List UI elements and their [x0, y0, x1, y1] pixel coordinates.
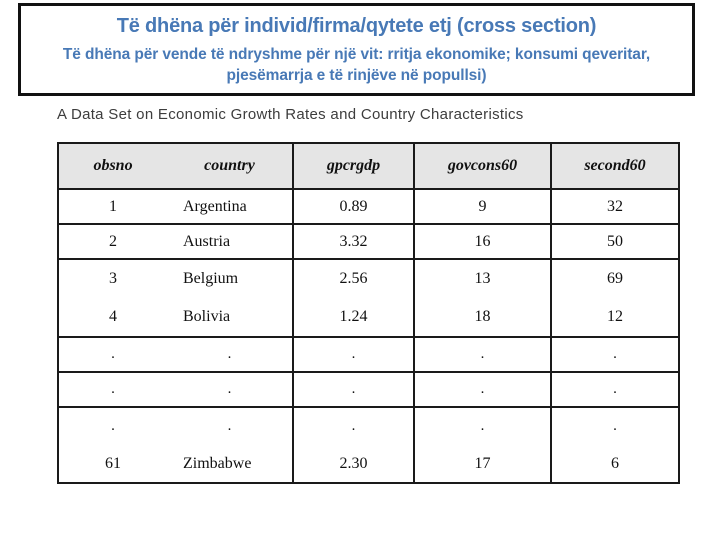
- cell-second60: 12: [607, 308, 623, 325]
- cell-govcons60: 13: [415, 260, 552, 298]
- cell-govcons60: .: [415, 408, 552, 445]
- cell-obsno: 1: [109, 197, 117, 215]
- cell-obsno: .: [111, 346, 115, 362]
- cell-obsno: 4: [109, 308, 117, 325]
- cell-country: .: [167, 373, 294, 406]
- cell-obsno: .: [111, 381, 115, 397]
- cell-govcons60: 17: [415, 445, 552, 482]
- header-cell-second60: second60: [584, 157, 646, 174]
- cell-obsno: 3: [109, 270, 117, 287]
- table-row: 61 Zimbabwe 2.30 17 6: [59, 445, 678, 482]
- cell-country: Bolivia: [167, 298, 294, 336]
- cell-second60: 50: [607, 232, 623, 250]
- table-section: . . . . .: [59, 373, 678, 408]
- subtitle-line: pjesëmarrja e të rinjëve në popullsi): [226, 67, 487, 84]
- table-section: . . . . .: [59, 338, 678, 373]
- cell-gpcrgdp: .: [294, 373, 415, 406]
- cell-obsno: 61: [105, 454, 121, 472]
- subtitle-line: Të dhëna për vende të ndryshme për një v…: [62, 46, 651, 63]
- cell-second60: 69: [607, 270, 623, 287]
- table-row-ellipsis: . . . . .: [59, 338, 678, 371]
- table-row-ellipsis: . . . . .: [59, 373, 678, 406]
- cell-govcons60: 18: [415, 298, 552, 336]
- cell-second60: 32: [607, 197, 623, 215]
- cell-country: .: [167, 408, 294, 445]
- cell-second60: .: [613, 418, 617, 434]
- cell-country: Austria: [167, 225, 294, 258]
- table-row: 2 Austria 3.32 16 50: [59, 225, 678, 258]
- table-header-row: obsno country gpcrgdp govcons60 second60: [59, 144, 678, 188]
- table-row-ellipsis: . . . . .: [59, 408, 678, 445]
- header-cell-obsno: obsno: [93, 157, 133, 174]
- cell-second60: .: [613, 381, 617, 397]
- cell-govcons60: .: [415, 338, 552, 371]
- cell-country: Belgium: [167, 260, 294, 298]
- cell-govcons60: 9: [415, 190, 552, 223]
- cell-gpcrgdp: 0.89: [294, 190, 415, 223]
- cell-govcons60: .: [415, 373, 552, 406]
- cell-gpcrgdp: 2.56: [294, 260, 415, 298]
- header-cell-country: country: [167, 144, 294, 188]
- cell-govcons60: 16: [415, 225, 552, 258]
- cell-obsno: .: [111, 418, 115, 434]
- data-table: obsno country gpcrgdp govcons60 second60…: [57, 142, 680, 484]
- table-row: 1 Argentina 0.89 9 32: [59, 190, 678, 223]
- header-cell-govcons60: govcons60: [415, 144, 552, 188]
- slide-title: Të dhëna për individ/firma/qytete etj (c…: [116, 15, 597, 37]
- title-box: Të dhëna për individ/firma/qytete etj (c…: [18, 3, 695, 96]
- cell-obsno: 2: [109, 232, 117, 250]
- cell-gpcrgdp: 3.32: [294, 225, 415, 258]
- cell-second60: 6: [611, 454, 619, 472]
- header-cell-gpcrgdp: gpcrgdp: [294, 144, 415, 188]
- cell-gpcrgdp: .: [294, 338, 415, 371]
- table-section: 2 Austria 3.32 16 50: [59, 225, 678, 260]
- cell-second60: .: [613, 346, 617, 362]
- table-header-section: obsno country gpcrgdp govcons60 second60: [59, 144, 678, 190]
- table-row: 4 Bolivia 1.24 18 12: [59, 298, 678, 336]
- cell-gpcrgdp: 2.30: [294, 445, 415, 482]
- table-row: 3 Belgium 2.56 13 69: [59, 260, 678, 298]
- cell-country: Zimbabwe: [167, 445, 294, 482]
- cell-country: Argentina: [167, 190, 294, 223]
- table-section: . . . . . 61 Zimbabwe 2.30 17 6: [59, 408, 678, 482]
- cell-country: .: [167, 338, 294, 371]
- cell-gpcrgdp: .: [294, 408, 415, 445]
- table-section: 1 Argentina 0.89 9 32: [59, 190, 678, 225]
- table-section: 3 Belgium 2.56 13 69 4 Bolivia 1.24 18 1…: [59, 260, 678, 338]
- cell-gpcrgdp: 1.24: [294, 298, 415, 336]
- table-caption: A Data Set on Economic Growth Rates and …: [57, 106, 524, 123]
- slide-subtitle: Të dhëna për vende të ndryshme për një v…: [21, 44, 692, 86]
